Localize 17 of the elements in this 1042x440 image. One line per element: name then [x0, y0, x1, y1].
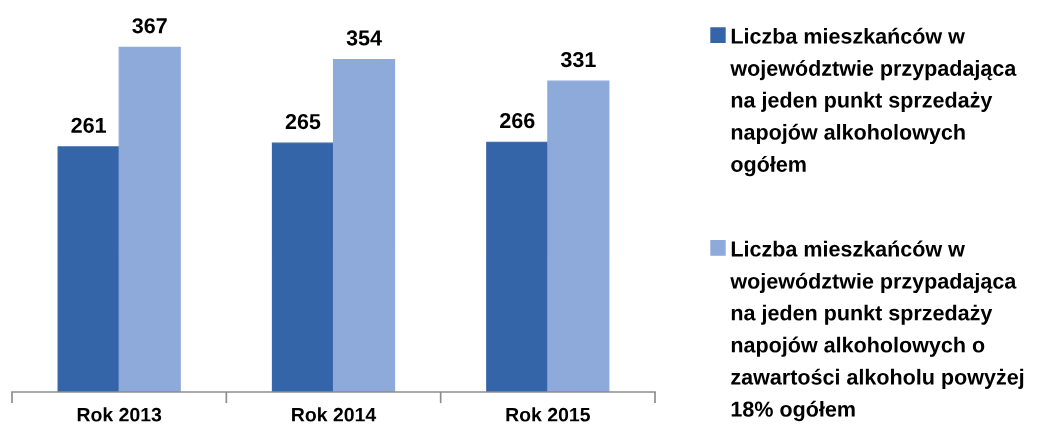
bar — [486, 141, 549, 392]
bar — [547, 80, 610, 392]
data-label: 331 — [560, 51, 596, 68]
data-label: 261 — [71, 117, 106, 133]
x-tick-label: Rok 2014 — [292, 407, 377, 422]
legend-label: Liczba mieszkańców w województwie przypadająca na jeden punkt sprzedaży napojów alkoholowych o zawartości alkoholu powyżej 18% ogółem — [730, 240, 1024, 422]
bar — [57, 146, 120, 392]
bar — [118, 46, 181, 392]
x-tick-label: Rok 2015 — [506, 407, 590, 422]
data-label: 367 — [132, 18, 167, 34]
data-label: 266 — [500, 112, 535, 129]
bar — [271, 142, 335, 392]
data-label: 354 — [346, 30, 382, 46]
x-tick-label: Rok 2013 — [77, 407, 162, 422]
bar — [332, 59, 396, 392]
data-label: 265 — [285, 113, 321, 130]
legend-label: Liczba mieszkańców w województwie przypadająca na jeden punkt sprzedaży napojów alkoholowych ogółem — [730, 27, 1017, 177]
